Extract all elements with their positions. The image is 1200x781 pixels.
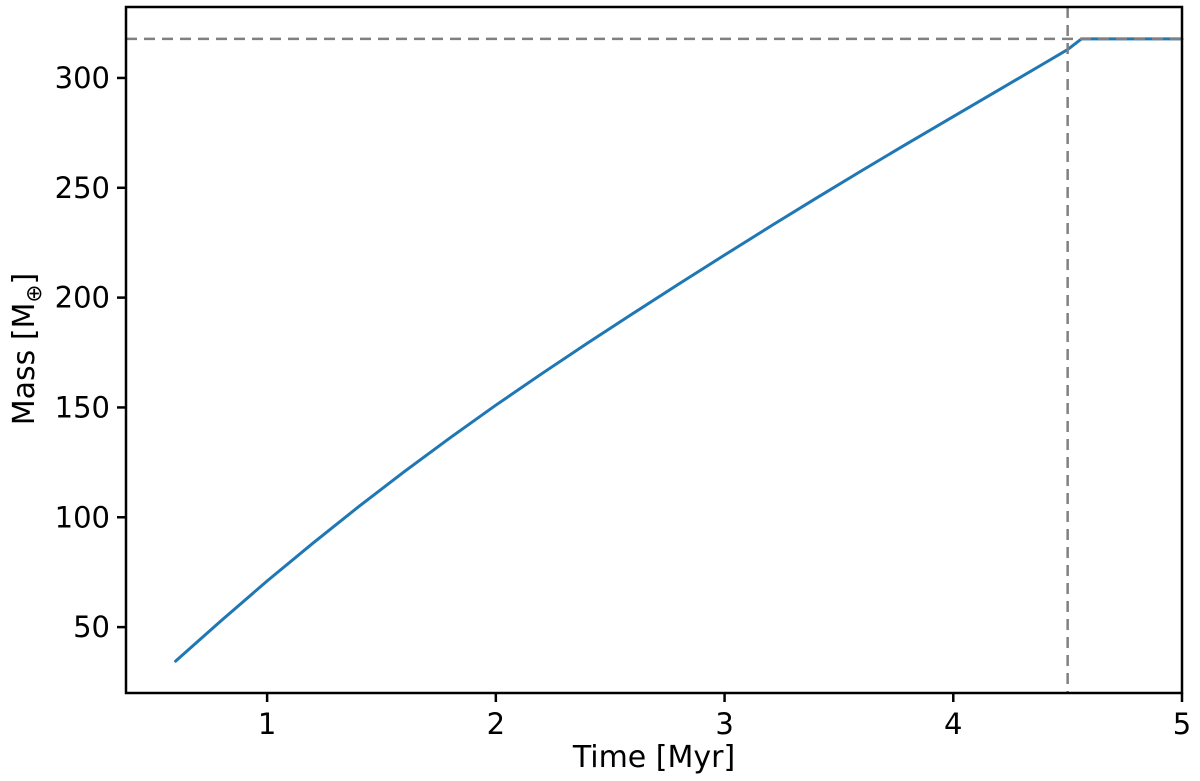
x-tick-label: 1 bbox=[258, 707, 276, 741]
x-tick-label: 4 bbox=[944, 707, 962, 741]
y-axis-label-prefix: Mass [M bbox=[7, 302, 42, 426]
y-tick-label: 250 bbox=[55, 171, 110, 205]
y-tick-label: 200 bbox=[55, 281, 110, 315]
x-tick-label: 2 bbox=[487, 707, 505, 741]
y-tick-label: 100 bbox=[55, 500, 110, 534]
plot-spines bbox=[124, 5, 1184, 695]
series-line-mass-growth bbox=[174, 37, 1184, 663]
earth-symbol-subscript: ⊕ bbox=[22, 284, 47, 303]
y-axis-label: Mass [M⊕] bbox=[7, 273, 47, 425]
x-axis-label: Time [Myr] bbox=[572, 740, 736, 775]
y-tick-label: 300 bbox=[55, 61, 110, 95]
x-tick-label: 3 bbox=[715, 707, 733, 741]
y-axis-label-suffix: ] bbox=[7, 272, 42, 285]
y-tick-label: 150 bbox=[55, 390, 110, 424]
x-tick-label: 5 bbox=[1173, 707, 1191, 741]
y-tick-label: 50 bbox=[73, 610, 110, 644]
